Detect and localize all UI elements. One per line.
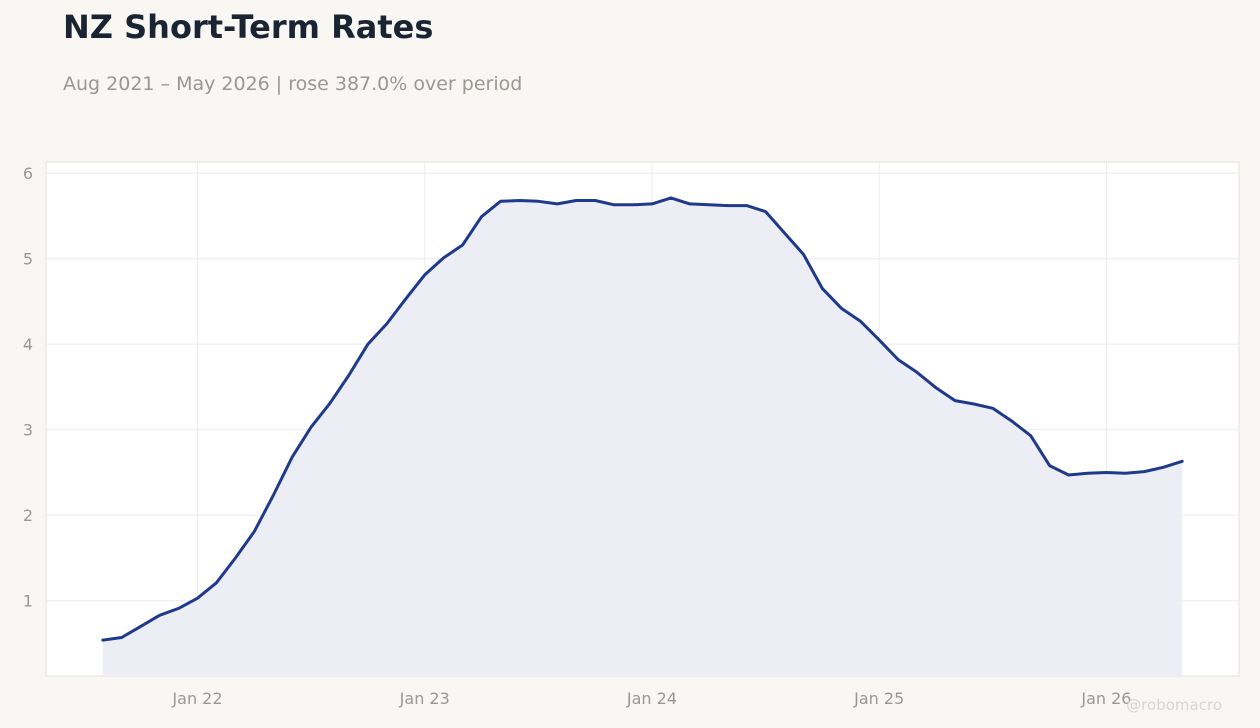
y-tick-label: 3	[23, 421, 33, 440]
y-tick-label: 2	[23, 506, 33, 525]
series-area-fill	[102, 197, 1183, 676]
chart-title: NZ Short-Term Rates	[63, 8, 434, 46]
watermark: @robomacro	[1126, 696, 1222, 714]
y-tick-label: 5	[23, 250, 33, 269]
y-axis: 1 2 3 4 5 6	[23, 164, 33, 611]
y-tick-label: 6	[23, 164, 33, 183]
x-tick-label: Jan 22	[171, 689, 222, 708]
x-tick-label: Jan 25	[853, 689, 904, 708]
chart-subtitle: Aug 2021 – May 2026 | rose 387.0% over p…	[63, 73, 523, 95]
x-tick-label: Jan 24	[626, 689, 677, 708]
y-tick-label: 4	[23, 335, 33, 354]
series-line	[101, 196, 1184, 642]
y-tick-label: 1	[23, 592, 33, 611]
x-tick-label: Jan 23	[399, 689, 450, 708]
x-tick-label: Jan 26	[1080, 689, 1131, 708]
x-axis: Jan 22 Jan 23 Jan 24 Jan 25 Jan 26	[171, 689, 1131, 708]
